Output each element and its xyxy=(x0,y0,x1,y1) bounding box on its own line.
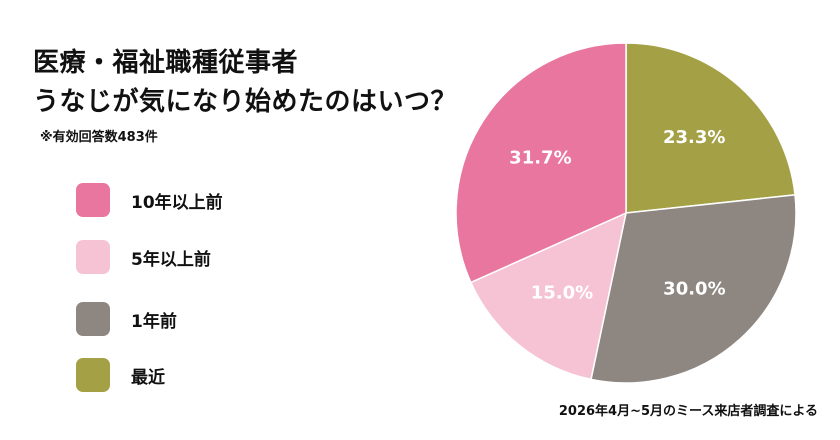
source-note: 2026年4月~5月のミース来店者調査による xyxy=(558,404,818,419)
pie-slice-label-3: 31.7% xyxy=(509,148,571,169)
chart-title-line-1: 医療・福祉職種従事者 xyxy=(33,48,299,78)
legend-item-10-years: 10年以上前 xyxy=(76,183,223,217)
legend-swatch xyxy=(76,302,110,336)
legend-item-5-years: 5年以上前 xyxy=(76,240,211,274)
legend-swatch xyxy=(76,358,110,392)
pie-slice-label-2: 15.0% xyxy=(531,282,593,303)
pie-slice-0 xyxy=(625,42,796,214)
chart-title-line-2: うなじが気になり始めたのはいつ？ xyxy=(33,87,458,117)
pie-slice-3 xyxy=(455,42,627,284)
legend-label: 10年以上前 xyxy=(131,192,223,213)
response-count-note: ※有効回答数483件 xyxy=(40,130,158,145)
pie-slice-1 xyxy=(590,194,797,384)
legend-swatch xyxy=(76,183,110,217)
legend-label: 1年前 xyxy=(131,311,177,332)
pie-slice-2 xyxy=(469,211,628,381)
pie-slice-label-0: 23.3% xyxy=(663,127,725,148)
legend-label: 最近 xyxy=(131,367,165,388)
legend-item-recent: 最近 xyxy=(76,358,165,392)
pie-slice-label-1: 30.0% xyxy=(663,279,725,300)
chart-title: 医療・福祉職種従事者 うなじが気になり始めたのはいつ？ xyxy=(33,44,457,122)
legend-item-1-year: 1年前 xyxy=(76,302,177,336)
legend-label: 5年以上前 xyxy=(131,249,211,270)
legend-swatch xyxy=(76,240,110,274)
